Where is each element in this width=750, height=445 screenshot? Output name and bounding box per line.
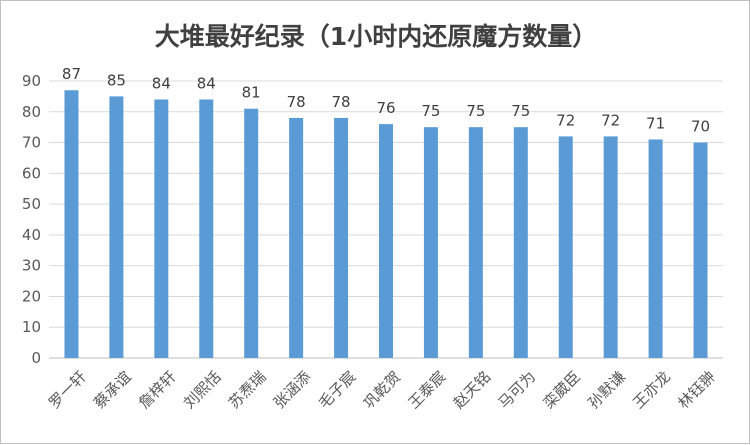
bar [109, 96, 124, 358]
y-tick-label: 90 [22, 72, 41, 90]
data-label: 87 [62, 65, 81, 83]
y-tick-label: 40 [22, 226, 41, 244]
bar [244, 108, 259, 358]
bars [64, 90, 708, 359]
y-tick-label: 10 [22, 318, 41, 336]
bar [558, 136, 573, 358]
y-tick-label: 80 [22, 103, 41, 121]
data-label: 75 [421, 102, 440, 120]
data-label: 78 [287, 93, 306, 111]
data-label: 70 [691, 118, 710, 136]
x-tick-label: 王泰宸 [405, 368, 450, 413]
x-tick-label: 罗一轩 [45, 368, 90, 413]
x-tick-label: 毛子宸 [315, 368, 360, 413]
x-tick-label: 苏焘瑞 [225, 368, 270, 413]
data-label: 84 [152, 74, 171, 92]
bar [648, 139, 663, 358]
data-label: 78 [332, 93, 351, 111]
x-tick-label: 蔡承谊 [90, 368, 135, 413]
bar [468, 127, 483, 359]
bar [513, 127, 528, 359]
data-label: 72 [601, 111, 620, 129]
bar [154, 99, 169, 358]
x-tick-label: 巩乾贺 [360, 368, 405, 413]
data-label: 71 [646, 114, 665, 132]
bar [423, 127, 438, 359]
x-tick-label: 张涵添 [270, 368, 315, 413]
data-label: 81 [242, 84, 261, 102]
data-label: 76 [376, 99, 395, 117]
bar [64, 90, 79, 358]
x-axis: 罗一轩 蔡承谊 詹梓轩 刘熙恬 苏焘瑞 张涵添 毛子宸 巩乾贺 王泰宸 赵天铭 马可为 栾葳臣 孙默谦王… [45, 368, 719, 413]
bar [334, 117, 349, 358]
y-tick-label: 50 [22, 195, 41, 213]
bar [603, 136, 618, 358]
x-tick-label: 刘熙恬 [180, 368, 225, 413]
chart-title: 大堆最好纪录（1小时内还原魔方数量） [155, 22, 597, 51]
x-tick-label: 栾葳臣 [540, 368, 585, 413]
data-label: 72 [556, 111, 575, 129]
y-tick-label: 60 [22, 164, 41, 182]
x-tick-label: 马可为 [495, 368, 540, 413]
data-label: 75 [511, 102, 530, 120]
x-tick-label: 赵天铭 [450, 368, 495, 413]
data-label: 84 [197, 74, 216, 92]
x-tick-label: 詹梓轩 [135, 368, 180, 413]
x-tick-label: 王亦龙 [629, 368, 674, 413]
y-tick-label: 70 [22, 134, 41, 152]
y-tick-label: 30 [22, 257, 41, 275]
y-tick-label: 0 [31, 349, 41, 367]
x-tick-label: 林钰翀 [674, 368, 719, 413]
bar [379, 124, 393, 358]
x-tick-label: 孙默谦 [584, 368, 629, 413]
data-label: 75 [466, 102, 485, 120]
bar [199, 99, 214, 358]
data-label: 85 [107, 71, 126, 89]
y-tick-label: 20 [22, 287, 41, 305]
data-labels: 87 85 84 84 81 78 78 76 75 75 75 72 72 71 70 [62, 65, 710, 135]
bar [693, 142, 708, 358]
bar [289, 117, 304, 358]
